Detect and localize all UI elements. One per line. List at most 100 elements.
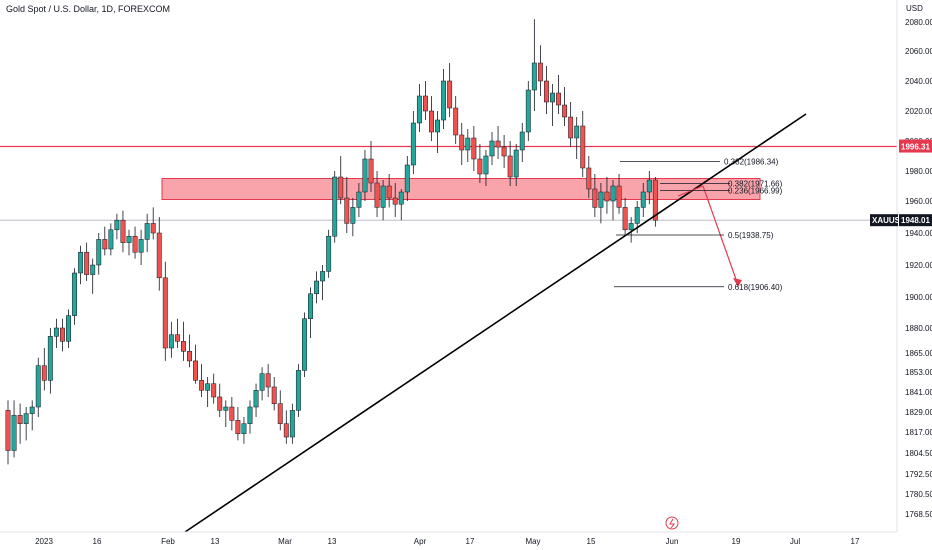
- candle: [531, 19, 537, 111]
- candle: [507, 141, 513, 186]
- x-tick-label: 15: [587, 537, 596, 546]
- candle: [598, 183, 604, 224]
- y-tick-label: 1853.00: [905, 368, 932, 377]
- grid: [0, 145, 897, 221]
- x-tick-label: Apr: [414, 537, 427, 546]
- candle: [271, 377, 277, 411]
- y-tick-label: 1829.00: [905, 408, 932, 417]
- candle: [217, 383, 223, 417]
- candle: [247, 400, 253, 434]
- resistance-zone-rect[interactable]: [161, 178, 761, 200]
- candle: [326, 229, 332, 278]
- candle: [374, 171, 380, 217]
- candle: [5, 400, 11, 465]
- candle: [289, 403, 295, 444]
- symbol-badge: [870, 214, 898, 227]
- candle: [435, 111, 441, 153]
- fib-level-label: 0.618(1906.40): [728, 283, 783, 292]
- y-tick-label: 1980.00: [905, 167, 932, 176]
- candle: [295, 364, 301, 417]
- candle: [459, 123, 465, 165]
- candle: [574, 117, 580, 159]
- candle: [398, 189, 404, 221]
- candle: [41, 348, 47, 391]
- candle: [60, 318, 65, 352]
- fib-level-label: 0.5(1938.75): [728, 231, 774, 240]
- chart-title: Gold Spot / U.S. Dollar, 1D, FOREXCOM: [6, 4, 171, 14]
- candle: [501, 135, 507, 168]
- resistance-price-label: 1996.31: [901, 143, 930, 152]
- candle: [525, 81, 531, 141]
- candle: [277, 390, 283, 431]
- candle: [495, 126, 501, 159]
- candle: [144, 213, 150, 253]
- candle: [592, 174, 598, 217]
- candle: [640, 183, 646, 217]
- candle: [132, 226, 138, 259]
- candle: [193, 344, 199, 384]
- candle: [362, 150, 368, 201]
- candle: [380, 180, 386, 221]
- candle: [550, 84, 555, 126]
- projection-path[interactable]: [677, 185, 739, 286]
- candle: [568, 102, 574, 147]
- ascending-trendline[interactable]: [184, 113, 807, 533]
- candle: [471, 126, 477, 171]
- y-tick-label: 1804.50: [905, 449, 932, 458]
- x-tick-label: May: [525, 537, 540, 546]
- candle: [211, 373, 217, 404]
- x-tick-label: 17: [466, 537, 475, 546]
- candle: [72, 268, 77, 325]
- candle: [66, 309, 71, 348]
- candle: [229, 397, 235, 431]
- candle: [162, 261, 168, 361]
- y-tick-label: 1865.00: [905, 349, 932, 358]
- y-tick-label: 2040.00: [905, 77, 932, 86]
- event-flash-icon[interactable]: [665, 516, 679, 530]
- candle: [302, 312, 307, 377]
- y-tick-label: 2080.00: [905, 18, 932, 27]
- fib-levels: 0.382(1986.34) 0.382(1971.66)0.236(1966.9…: [614, 157, 783, 292]
- y-tick-label: 2060.00: [905, 47, 932, 56]
- time-axis[interactable]: 2023 16 Feb 13 Mar 13 Apr 17 May 15 Jun 19 Jul 17: [35, 516, 860, 546]
- candle: [622, 198, 628, 237]
- candle: [562, 87, 568, 126]
- candle: [199, 364, 205, 397]
- candle: [646, 171, 652, 205]
- candle: [187, 334, 192, 368]
- candle: [429, 96, 434, 141]
- candle: [537, 45, 543, 96]
- candle: [544, 66, 549, 114]
- candle: [519, 123, 525, 162]
- candle: [610, 180, 616, 221]
- candle: [102, 226, 108, 256]
- candle: [29, 400, 35, 431]
- candle: [416, 84, 422, 132]
- fib-level-label: 0.382(1971.66): [728, 180, 783, 189]
- candle: [314, 271, 320, 304]
- y-tick-label: 1940.00: [905, 229, 932, 238]
- candle: [138, 229, 144, 265]
- x-tick-label: 2023: [35, 537, 53, 546]
- candle: [108, 223, 114, 256]
- candle: [96, 233, 102, 275]
- candle: [489, 132, 495, 165]
- y-tick-label: 2020.00: [905, 107, 932, 116]
- candle: [283, 410, 289, 444]
- y-tick-label: 1880.00: [905, 324, 932, 333]
- candle: [53, 318, 59, 348]
- candle: [423, 81, 428, 120]
- candle: [344, 177, 350, 233]
- price-axis[interactable]: USD2080.002060.002040.002020.002000.0019…: [0, 0, 932, 533]
- resistance-zone: [161, 178, 761, 200]
- candle: [259, 367, 265, 401]
- x-tick-label: 13: [328, 537, 337, 546]
- symbol-label: XAUUSD: [872, 216, 906, 225]
- flash-glyph: [669, 518, 675, 529]
- y-tick-label: 1920.00: [905, 261, 932, 270]
- candle: [628, 217, 634, 243]
- x-tick-label: 19: [732, 537, 741, 546]
- candle: [513, 144, 519, 186]
- candle: [441, 69, 447, 129]
